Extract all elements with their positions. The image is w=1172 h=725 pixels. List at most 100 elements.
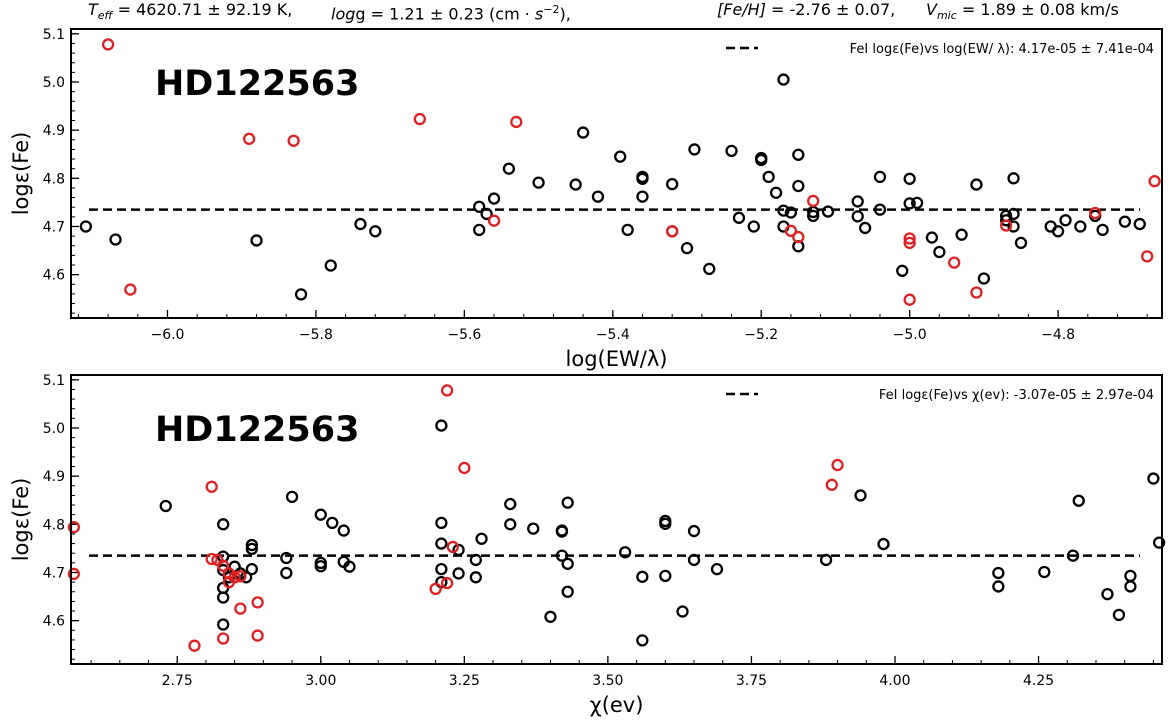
x-tick-label: 3.50 xyxy=(592,673,623,689)
vmic-label: Vmic = 1.89 ± 0.08 km/s xyxy=(926,0,1119,23)
y-tick-label: 5.0 xyxy=(43,421,65,437)
x-tick-label: 3.75 xyxy=(736,673,767,689)
data-point-red xyxy=(217,632,230,645)
data-point-red xyxy=(970,286,983,299)
data-point-black xyxy=(561,585,574,598)
panel-ew: −6.0 −5.8 −5.6 −5.4 −5.2 −5.0 −4.8 4.6 4.7 4.8 4.9… xyxy=(9,27,1163,371)
data-point-red xyxy=(242,132,256,145)
data-point-red xyxy=(205,552,218,566)
data-point-red xyxy=(251,596,264,609)
data-point-black xyxy=(555,525,569,538)
data-point-black xyxy=(1051,225,1065,238)
data-point-red xyxy=(792,230,805,244)
data-point-black xyxy=(659,517,672,530)
x-tick-label: 2.75 xyxy=(162,673,193,689)
data-point-black xyxy=(1007,207,1020,221)
feh-label: [Fe/H] = -2.76 ± 0.07, xyxy=(717,0,896,19)
data-point-black xyxy=(821,205,835,218)
x-tick-label: 4.25 xyxy=(1023,673,1054,689)
x-tick-label: −5.2 xyxy=(744,327,778,343)
y-axis-label: logε(Fe) xyxy=(9,478,33,562)
plot-frame xyxy=(70,374,1163,665)
x-tick-label: −4.8 xyxy=(1041,327,1075,343)
data-point-black xyxy=(784,206,798,219)
data-point-black xyxy=(854,489,867,502)
data-point-black xyxy=(473,200,486,213)
y-tick-label: 5.0 xyxy=(43,75,65,91)
data-point-black xyxy=(544,610,557,623)
data-point-black xyxy=(851,210,864,223)
data-point-black xyxy=(502,162,516,175)
data-point-black xyxy=(636,190,649,203)
data-point-black xyxy=(217,591,230,604)
data-point-black xyxy=(896,264,909,277)
data-point-red xyxy=(903,232,916,245)
data-point-black xyxy=(469,571,482,584)
data-point-black xyxy=(217,518,230,531)
data-point-black xyxy=(910,196,924,210)
data-point-black xyxy=(1059,214,1072,227)
x-tick-label: −5.6 xyxy=(447,327,481,343)
logg-label: logg = 1.21 ± 0.23 (cm · s−2), xyxy=(331,3,571,24)
data-point-black xyxy=(732,211,746,224)
data-point-black xyxy=(792,148,805,161)
data-point-black xyxy=(762,170,775,184)
legend-label: FeI logε(Fe)vs log(EW/ λ): 4.17e-05 ± 7.… xyxy=(850,42,1154,57)
y-tick-label: 4.9 xyxy=(43,123,65,139)
data-point-black xyxy=(343,560,356,573)
data-point-black xyxy=(369,225,382,238)
x-tick-label: 4.00 xyxy=(879,673,910,689)
data-point-black xyxy=(504,497,517,511)
plot-frame xyxy=(70,28,1163,319)
data-point-black xyxy=(933,245,946,259)
data-point-black xyxy=(250,234,263,247)
data-point-red xyxy=(458,461,471,475)
data-point-black xyxy=(614,150,627,163)
y-tick-label: 4.8 xyxy=(43,171,65,187)
data-point-black xyxy=(435,516,448,530)
data-point-black xyxy=(688,143,701,156)
data-point-red xyxy=(903,236,916,250)
data-point-black xyxy=(680,242,694,255)
data-point-red xyxy=(251,629,264,642)
data-point-black xyxy=(109,233,122,246)
data-point-red xyxy=(807,194,820,208)
data-point-red xyxy=(205,480,218,493)
data-point-black xyxy=(435,537,448,550)
data-point-red xyxy=(510,115,523,129)
data-point-black xyxy=(851,195,864,208)
data-point-red xyxy=(903,293,916,306)
x-tick-label: 3.00 xyxy=(305,673,336,689)
x-tick-label: 3.25 xyxy=(449,673,480,689)
data-point-black xyxy=(473,223,486,237)
data-point-black xyxy=(903,172,916,185)
data-point-black xyxy=(1152,536,1166,549)
data-point-black xyxy=(1066,549,1080,562)
data-point-black xyxy=(475,532,488,545)
data-point-red xyxy=(188,639,201,652)
data-point-red xyxy=(124,283,137,296)
data-point-black xyxy=(280,566,293,580)
x-tick-label: −5.4 xyxy=(596,327,630,343)
data-point-black xyxy=(487,192,501,205)
data-point-black xyxy=(314,508,327,521)
data-point-red xyxy=(487,214,501,227)
data-point-black xyxy=(245,542,259,556)
data-point-black xyxy=(659,569,672,583)
data-point-black xyxy=(955,228,968,241)
data-point-black xyxy=(527,522,540,535)
data-point-black xyxy=(992,566,1005,580)
data-point-black xyxy=(324,259,337,272)
data-point-black xyxy=(1101,588,1114,601)
data-point-black xyxy=(245,562,259,576)
data-point-red xyxy=(666,225,679,238)
data-point-black xyxy=(337,524,350,537)
data-point-black xyxy=(877,537,890,551)
data-point-black xyxy=(777,73,790,86)
data-point-red xyxy=(825,478,838,491)
y-tick-label: 4.6 xyxy=(43,268,65,284)
data-point-black xyxy=(1007,220,1020,233)
data-point-red xyxy=(440,384,454,397)
data-point-black xyxy=(569,178,582,191)
